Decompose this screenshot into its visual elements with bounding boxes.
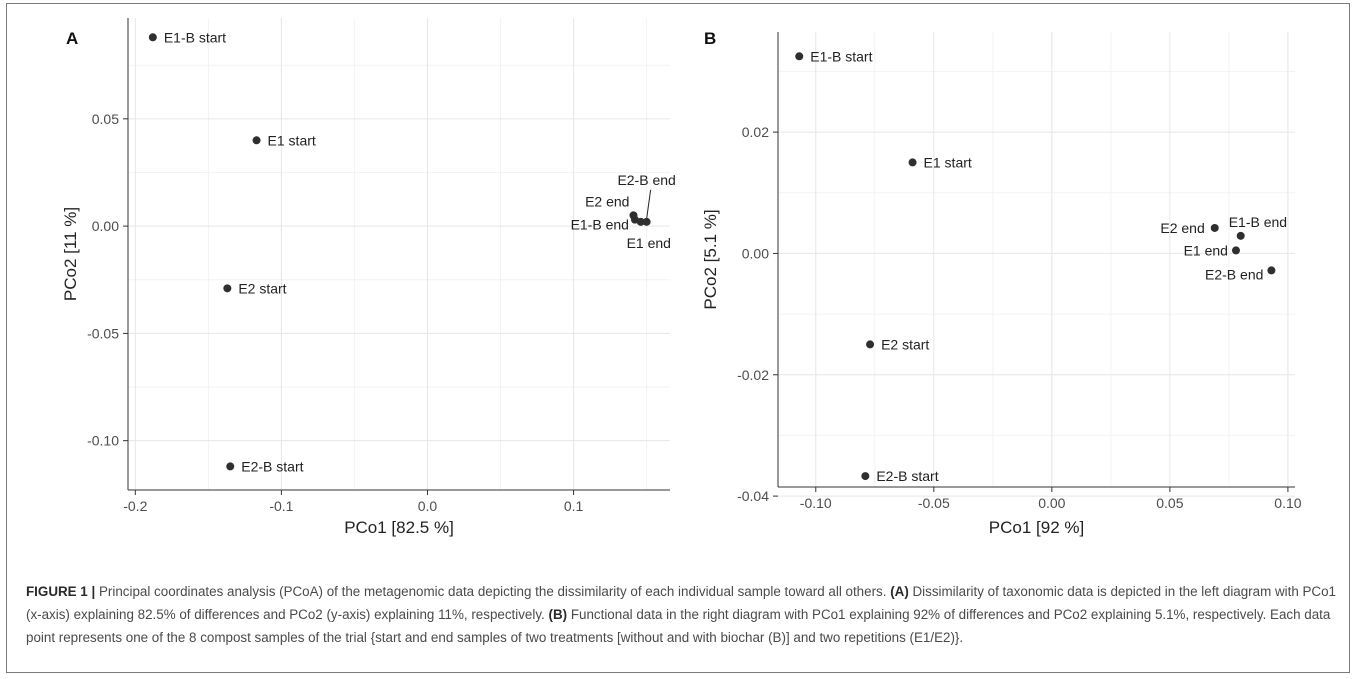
panel-a-y-tick-label: -0.05 <box>87 325 119 341</box>
panel-a-point-label-e2-b-start: E2-B start <box>241 458 303 474</box>
panel-b-point-e2-start <box>866 340 875 349</box>
panel-b-point-label-e1-end: E1 end <box>1184 242 1228 258</box>
panel-b-y-tick-label: 0.02 <box>742 124 769 140</box>
panel-a-x-tick-label: 0.1 <box>564 498 584 514</box>
panel-a-point-e1-start <box>252 136 261 145</box>
caption-label-b: (B) <box>548 607 568 622</box>
panel-b-point-e2-b-start <box>861 472 870 481</box>
panel-b-x-tick-label: 0.05 <box>1156 495 1183 511</box>
figure-caption: FIGURE 1 | Principal coordinates analysi… <box>26 580 1336 649</box>
panel-b-label: B <box>704 29 716 48</box>
panel-b-x-tick-label: -0.10 <box>800 495 832 511</box>
panel-a-point-e1-end <box>636 217 645 226</box>
panel-b-x-tick-label: 0.00 <box>1038 495 1065 511</box>
caption-separator: | <box>91 584 96 599</box>
panel-a-y-axis-title: PCo2 [11 %] <box>61 207 80 301</box>
panel-a-point-label-e1-end: E1 end <box>627 235 671 251</box>
panel-a-y-tick-label: 0.05 <box>92 111 119 127</box>
panel-a-point-label-e2-end: E2 end <box>585 193 629 209</box>
panel-a-x-tick-label: 0.0 <box>418 498 438 514</box>
panel-b-x-tick-label: 0.10 <box>1274 495 1301 511</box>
panel-b-point-e2-b-end <box>1267 266 1276 275</box>
panel-a-label: A <box>66 29 78 48</box>
panel-b-y-tick-label: -0.02 <box>737 367 769 383</box>
panel-b-point-label-e2-b-end: E2-B end <box>1205 266 1263 282</box>
panel-a-y-tick-label: -0.10 <box>87 433 119 449</box>
panel-a-x-tick-label: -0.1 <box>269 498 293 514</box>
panel-a-point-e2-start <box>223 284 232 293</box>
caption-text-b: Functional data in the right diagram wit… <box>26 607 1331 645</box>
panel-b-point-label-e2-start: E2 start <box>881 336 929 352</box>
panel-a-point-e2-b-start <box>226 462 235 471</box>
panel-b-point-e1-b-end <box>1236 231 1245 240</box>
caption-figure-label: FIGURE 1 <box>26 584 88 599</box>
panel-b-point-label-e1-b-start: E1-B start <box>810 48 872 64</box>
panel-b-point-e1-start <box>908 158 917 167</box>
panel-b-x-axis-title: PCo1 [92 %] <box>989 518 1084 537</box>
panel-b-x-tick-label: -0.05 <box>918 495 950 511</box>
panel-b-point-e1-end <box>1231 246 1240 255</box>
panel-a-point-label-e1-start: E1 start <box>268 132 316 148</box>
caption-text-intro: Principal coordinates analysis (PCoA) of… <box>98 584 887 599</box>
panel-b-point-e1-b-start <box>795 52 804 61</box>
panel-a-point-label-e2-b-end: E2-B end <box>617 172 675 188</box>
panel-a-point-label-e1-b-start: E1-B start <box>164 29 226 45</box>
caption-text-a: Dissimilarity of taxonomic data is depic… <box>26 584 1336 622</box>
panel-a-point-label-e1-b-end: E1-B end <box>571 217 629 233</box>
panel-a-x-axis-title: PCo1 [82.5 %] <box>344 518 454 537</box>
panel-a-y-tick-label: 0.00 <box>92 218 119 234</box>
panel-b-point-label-e1-start: E1 start <box>924 154 972 170</box>
panel-a-point-e1-b-start <box>148 33 157 42</box>
panel-a-x-tick-label: -0.2 <box>123 498 147 514</box>
panel-b-point-label-e1-b-end: E1-B end <box>1229 214 1287 230</box>
caption-label-a: (A) <box>890 584 909 599</box>
panel-b-y-axis-title: PCo2 [5.1 %] <box>701 209 720 309</box>
panel-b-y-tick-label: 0.00 <box>742 245 769 261</box>
panel-b-y-tick-label: -0.04 <box>737 488 769 504</box>
figure-charts: -0.2 -0.1 0.0 0.1 -0.10 -0.05 0.00 0.05 PCo1 [82… <box>61 18 1302 537</box>
panel-b-point-e2-end <box>1210 223 1219 232</box>
panel-a-leader-e2-b-end <box>646 189 652 219</box>
figure-frame <box>6 3 1350 673</box>
panel-b-point-label-e2-end: E2 end <box>1160 220 1204 236</box>
panel-a-point-e2-b-end <box>642 217 651 226</box>
panel-a-point-label-e2-start: E2 start <box>238 280 286 296</box>
panel-b-point-label-e2-b-start: E2-B start <box>876 468 938 484</box>
